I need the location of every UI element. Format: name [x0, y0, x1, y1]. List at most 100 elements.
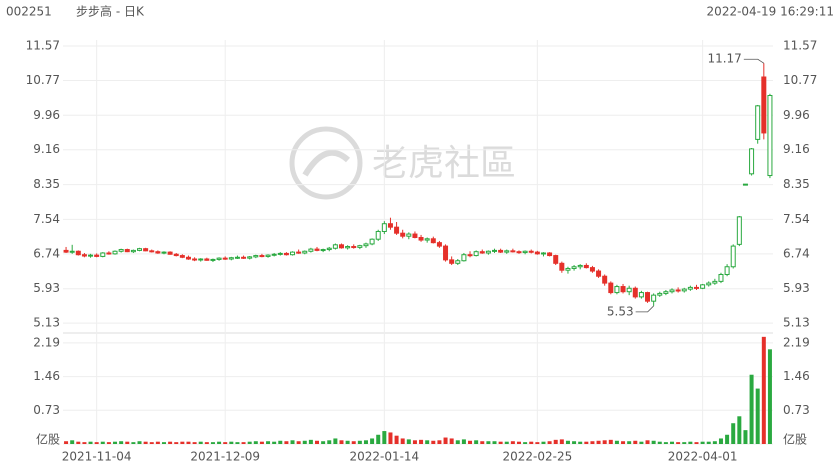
volume-bar: [143, 441, 148, 444]
volume-bar: [357, 440, 362, 444]
high-label: 11.17: [707, 52, 741, 66]
candle-body: [608, 282, 614, 294]
candle-body: [75, 250, 81, 256]
x-tick-label: 2021-12-09: [190, 450, 260, 464]
x-tick-label: 2022-04-01: [668, 450, 738, 464]
candle-body: [657, 292, 663, 296]
candle-body: [271, 253, 277, 256]
volume-bar: [651, 440, 656, 444]
candle-body: [192, 258, 198, 261]
volume-tick-label-right: 2.19: [783, 335, 810, 349]
volume-bar: [535, 442, 540, 444]
volume-bar: [363, 440, 368, 444]
volume-bar: [712, 441, 717, 444]
volume-bar: [706, 441, 711, 444]
volume-bar: [345, 440, 350, 444]
volume-bar: [725, 434, 730, 444]
volume-bar: [106, 442, 111, 444]
volume-bar: [174, 442, 179, 444]
volume-bar: [663, 442, 668, 444]
volume-bar: [406, 439, 411, 444]
candle-body: [675, 289, 681, 292]
candle-body: [247, 256, 253, 259]
candle-body: [602, 275, 608, 284]
volume-bar: [241, 442, 246, 444]
candle-body: [632, 287, 638, 298]
timestamp: 2022-04-19 16:29:11: [707, 5, 834, 19]
candle-body: [424, 238, 430, 241]
candle-body: [559, 262, 565, 271]
y-tick-label-right: 7.54: [783, 212, 810, 226]
y-tick-label-right: 8.35: [783, 177, 810, 191]
volume-bar: [627, 441, 632, 444]
candle-body: [626, 287, 632, 293]
candle-body: [277, 252, 283, 255]
candle-body: [369, 238, 375, 245]
candle-body: [461, 254, 467, 262]
candle-body: [449, 259, 455, 264]
volume-bar: [565, 440, 570, 444]
candle-body: [234, 256, 240, 259]
volume-bar: [308, 439, 313, 444]
volume-bar: [131, 442, 136, 444]
candle-body: [179, 255, 185, 258]
candle-body: [755, 105, 761, 140]
x-tick-label: 2022-02-25: [502, 450, 572, 464]
volume-bar: [486, 441, 491, 444]
candle-body: [143, 248, 149, 252]
candle-body: [363, 243, 369, 247]
candle-body: [522, 250, 528, 254]
candle-body: [663, 291, 669, 294]
volume-bar: [621, 441, 626, 444]
volume-bar: [431, 440, 436, 444]
candle-body: [88, 254, 94, 257]
candle-body: [314, 248, 320, 251]
volume-bar: [639, 441, 644, 444]
volume-bar: [388, 432, 393, 444]
high-leader: [743, 58, 765, 64]
y-tick-label-right: 6.74: [783, 246, 810, 260]
volume-bar: [70, 440, 75, 444]
volume-bar: [602, 440, 607, 444]
volume-bar: [449, 438, 454, 444]
candle-body: [430, 238, 436, 244]
candle-body: [94, 254, 100, 257]
candle-body: [320, 249, 326, 252]
candle-body: [198, 258, 204, 261]
candle-body: [638, 292, 644, 298]
volume-bar: [315, 440, 320, 444]
volume-tick-label: 2.19: [33, 335, 60, 349]
y-tick-label-right: 5.13: [783, 316, 810, 330]
candle-body: [228, 257, 234, 260]
volume-bar: [419, 439, 424, 444]
volume-bar: [743, 430, 748, 444]
volume-bar: [688, 441, 693, 444]
candle-body: [553, 255, 559, 264]
candle-body: [742, 183, 748, 186]
volume-bar: [247, 441, 252, 444]
volume-bar: [235, 442, 240, 444]
x-tick-label: 2022-01-14: [349, 450, 419, 464]
volume-bar: [718, 438, 723, 444]
volume-bar: [229, 441, 234, 444]
volume-bar: [119, 441, 124, 444]
candle-body: [381, 223, 387, 232]
candle-body: [406, 233, 412, 237]
volume-bar: [149, 442, 154, 444]
volume-bar: [498, 441, 503, 444]
candle-body: [724, 266, 730, 275]
candle-body: [338, 244, 344, 249]
volume-bar: [443, 437, 448, 444]
y-tick-label-right: 9.96: [783, 108, 810, 122]
candle-body: [687, 286, 693, 290]
candle-body: [712, 280, 718, 284]
volume-bar: [461, 439, 466, 444]
volume-bar: [278, 440, 283, 444]
candle-body: [216, 257, 222, 260]
candle-body: [651, 294, 657, 302]
volume-bar: [541, 441, 546, 444]
volume-bar: [682, 442, 687, 444]
candle-body: [357, 245, 363, 248]
volume-bar: [137, 441, 142, 444]
